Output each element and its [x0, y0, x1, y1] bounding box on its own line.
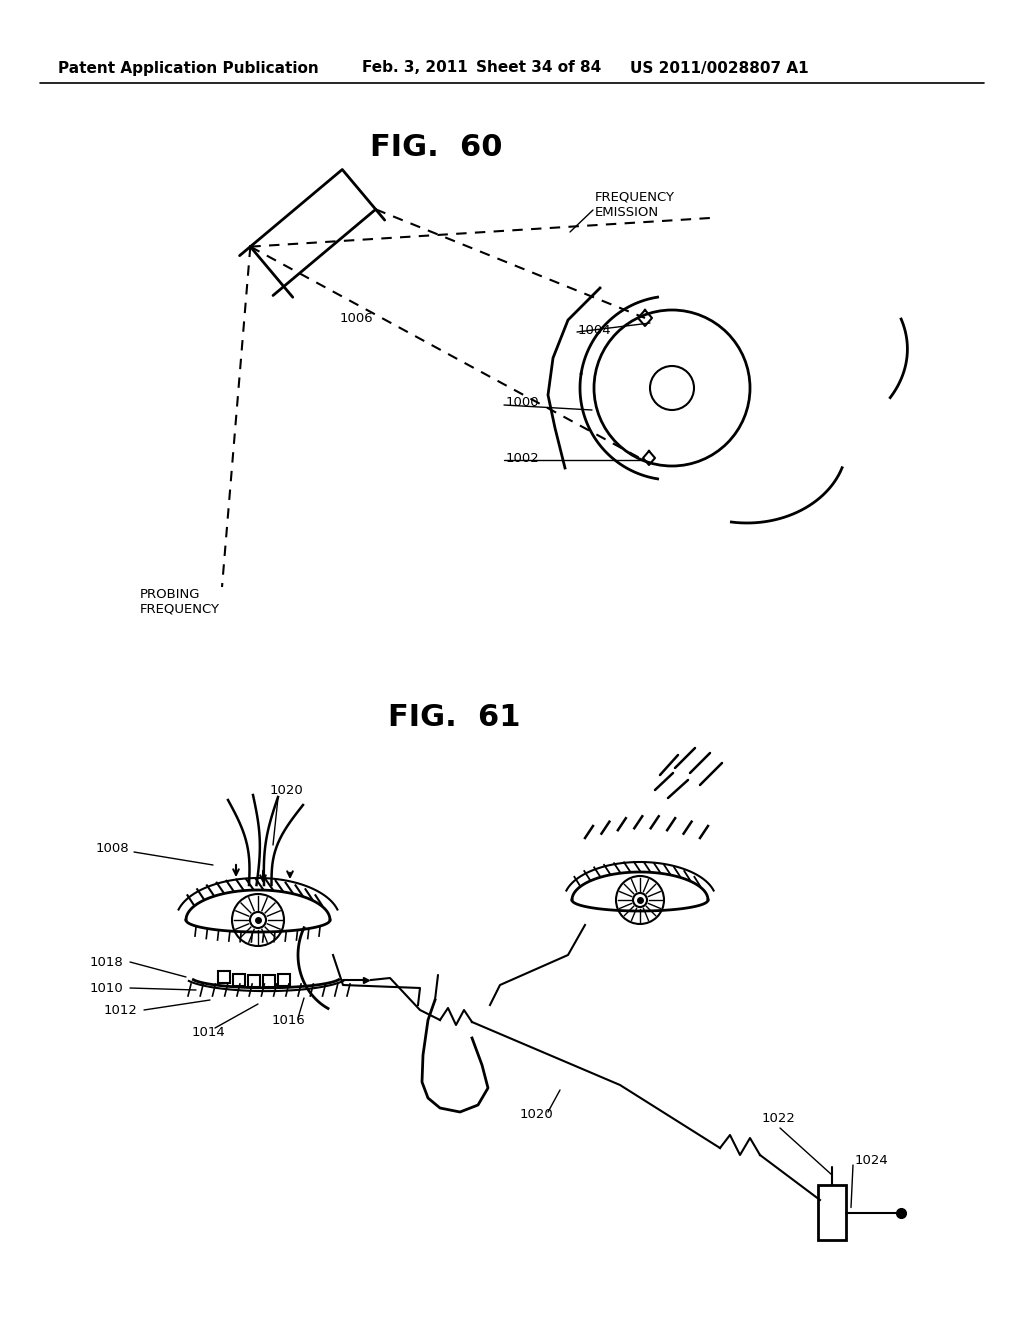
- Bar: [818, 1185, 846, 1239]
- Text: 1004: 1004: [578, 323, 611, 337]
- Text: 1002: 1002: [506, 451, 540, 465]
- Text: 1012: 1012: [104, 1003, 138, 1016]
- Bar: [263, 975, 275, 987]
- Text: 1020: 1020: [270, 784, 304, 796]
- Text: US 2011/0028807 A1: US 2011/0028807 A1: [630, 61, 809, 75]
- Text: FIG.  60: FIG. 60: [370, 132, 503, 161]
- Bar: [278, 974, 290, 986]
- Bar: [248, 975, 260, 987]
- Text: 1024: 1024: [855, 1154, 889, 1167]
- Circle shape: [250, 912, 266, 928]
- Text: 1018: 1018: [90, 956, 124, 969]
- Text: 1016: 1016: [272, 1014, 306, 1027]
- Text: Sheet 34 of 84: Sheet 34 of 84: [476, 61, 601, 75]
- Text: Patent Application Publication: Patent Application Publication: [58, 61, 318, 75]
- Text: FIG.  61: FIG. 61: [388, 704, 520, 733]
- Circle shape: [633, 894, 647, 907]
- Bar: [233, 974, 245, 986]
- Text: Feb. 3, 2011: Feb. 3, 2011: [362, 61, 468, 75]
- Text: 1020: 1020: [520, 1109, 554, 1122]
- Text: 1008: 1008: [96, 842, 130, 854]
- Text: 1014: 1014: [193, 1026, 225, 1039]
- Text: FREQUENCY
EMISSION: FREQUENCY EMISSION: [595, 191, 675, 219]
- Text: 1006: 1006: [340, 312, 374, 325]
- Text: 1010: 1010: [90, 982, 124, 994]
- Text: 1022: 1022: [762, 1111, 796, 1125]
- Bar: [218, 972, 230, 983]
- Text: PROBING
FREQUENCY: PROBING FREQUENCY: [140, 587, 220, 616]
- Text: 1000: 1000: [506, 396, 540, 409]
